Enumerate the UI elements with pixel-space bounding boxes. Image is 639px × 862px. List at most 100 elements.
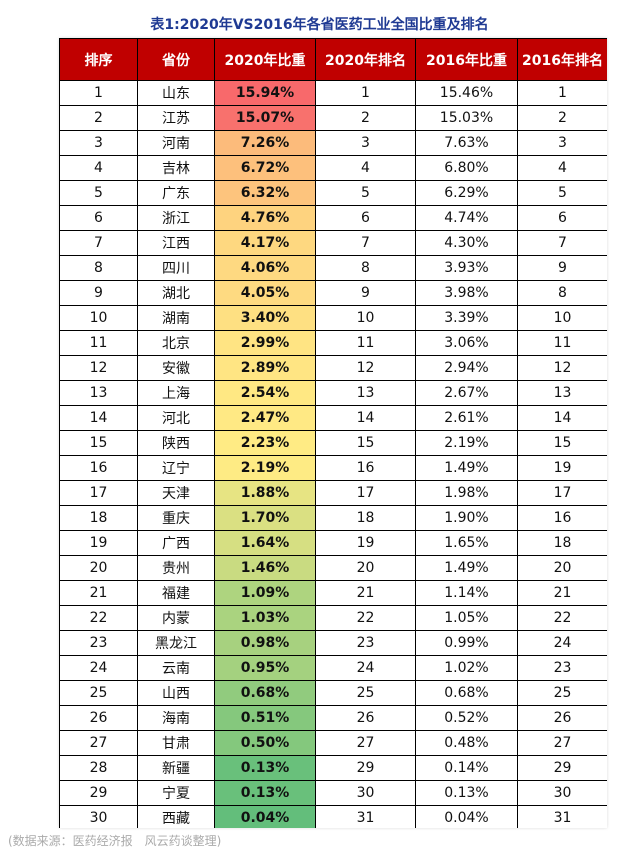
cell-rank-2020: 13	[315, 380, 416, 406]
cell-rank-2016: 29	[517, 755, 607, 781]
table-row: 26 海南 0.51% 26 0.52% 26	[59, 705, 607, 731]
cell-share-2020: 2.19%	[214, 455, 316, 481]
cell-share-2016: 3.39%	[415, 305, 518, 331]
cell-province: 河北	[137, 405, 215, 431]
table-row: 18 重庆 1.70% 18 1.90% 16	[59, 505, 607, 531]
cell-province: 宁夏	[137, 780, 215, 806]
cell-rank: 15	[59, 430, 138, 456]
cell-rank: 12	[59, 355, 138, 381]
cell-rank-2016: 15	[517, 430, 607, 456]
table-row: 1 山东 15.94% 1 15.46% 1	[59, 80, 607, 106]
table-row: 16 辽宁 2.19% 16 1.49% 19	[59, 455, 607, 481]
header-2016-rank: 2016年排名	[517, 38, 607, 81]
cell-share-2020: 6.72%	[214, 155, 316, 181]
table-row: 13 上海 2.54% 13 2.67% 13	[59, 380, 607, 406]
cell-share-2016: 0.48%	[415, 730, 518, 756]
cell-province: 重庆	[137, 505, 215, 531]
cell-share-2016: 7.63%	[415, 130, 518, 156]
cell-rank: 6	[59, 205, 138, 231]
cell-share-2020: 1.03%	[214, 605, 316, 631]
cell-share-2016: 6.29%	[415, 180, 518, 206]
cell-share-2016: 1.05%	[415, 605, 518, 631]
table-row: 12 安徽 2.89% 12 2.94% 12	[59, 355, 607, 381]
table-row: 5 广东 6.32% 5 6.29% 5	[59, 180, 607, 206]
cell-share-2020: 2.89%	[214, 355, 316, 381]
cell-rank-2016: 27	[517, 730, 607, 756]
cell-province: 北京	[137, 330, 215, 356]
cell-share-2016: 0.14%	[415, 755, 518, 781]
cell-share-2016: 1.14%	[415, 580, 518, 606]
cell-rank-2016: 17	[517, 480, 607, 506]
cell-rank: 19	[59, 530, 138, 556]
cell-province: 山东	[137, 80, 215, 106]
cell-rank-2020: 29	[315, 755, 416, 781]
cell-share-2020: 2.54%	[214, 380, 316, 406]
cell-share-2016: 0.13%	[415, 780, 518, 806]
cell-rank-2016: 16	[517, 505, 607, 531]
table-row: 25 山西 0.68% 25 0.68% 25	[59, 680, 607, 706]
cell-province: 西藏	[137, 805, 215, 828]
cell-rank-2020: 4	[315, 155, 416, 181]
table-title: 表1:2020年VS2016年各省医药工业全国比重及排名	[150, 17, 489, 33]
cell-rank-2020: 30	[315, 780, 416, 806]
cell-share-2020: 0.13%	[214, 755, 316, 781]
cell-rank: 27	[59, 730, 138, 756]
cell-rank: 4	[59, 155, 138, 181]
cell-rank-2016: 13	[517, 380, 607, 406]
cell-rank-2020: 9	[315, 280, 416, 306]
cell-rank: 1	[59, 80, 138, 106]
cell-rank-2020: 26	[315, 705, 416, 731]
cell-rank-2020: 1	[315, 80, 416, 106]
cell-rank-2020: 10	[315, 305, 416, 331]
table-row: 30 西藏 0.04% 31 0.04% 31	[59, 805, 607, 828]
cell-share-2020: 0.04%	[214, 805, 316, 828]
table-row: 7 江西 4.17% 7 4.30% 7	[59, 230, 607, 256]
cell-rank-2016: 2	[517, 105, 607, 131]
header-row: 排序 省份 2020年比重 2020年排名 2016年比重 2016年排名	[59, 38, 607, 81]
cell-share-2016: 2.94%	[415, 355, 518, 381]
cell-rank-2020: 7	[315, 230, 416, 256]
cell-share-2020: 0.95%	[214, 655, 316, 681]
cell-rank-2016: 9	[517, 255, 607, 281]
cell-rank-2016: 20	[517, 555, 607, 581]
cell-share-2020: 0.68%	[214, 680, 316, 706]
cell-rank-2020: 27	[315, 730, 416, 756]
cell-province: 江西	[137, 230, 215, 256]
cell-rank-2016: 19	[517, 455, 607, 481]
cell-rank: 29	[59, 780, 138, 806]
cell-rank-2016: 8	[517, 280, 607, 306]
cell-share-2016: 3.93%	[415, 255, 518, 281]
cell-rank-2020: 5	[315, 180, 416, 206]
cell-share-2020: 3.40%	[214, 305, 316, 331]
cell-rank: 25	[59, 680, 138, 706]
cell-share-2020: 0.50%	[214, 730, 316, 756]
cell-share-2016: 0.04%	[415, 805, 518, 828]
cell-rank: 5	[59, 180, 138, 206]
cell-share-2016: 15.46%	[415, 80, 518, 106]
cell-rank-2016: 6	[517, 205, 607, 231]
cell-rank: 28	[59, 755, 138, 781]
cell-rank: 14	[59, 405, 138, 431]
cell-rank-2016: 24	[517, 630, 607, 656]
cell-province: 天津	[137, 480, 215, 506]
cell-share-2020: 15.94%	[214, 80, 316, 106]
table-row: 9 湖北 4.05% 9 3.98% 8	[59, 280, 607, 306]
header-rank: 排序	[59, 38, 138, 81]
cell-province: 山西	[137, 680, 215, 706]
cell-rank-2020: 19	[315, 530, 416, 556]
cell-rank-2016: 22	[517, 605, 607, 631]
cell-share-2020: 2.23%	[214, 430, 316, 456]
cell-rank-2016: 14	[517, 405, 607, 431]
cell-share-2020: 4.17%	[214, 230, 316, 256]
cell-rank-2020: 12	[315, 355, 416, 381]
cell-share-2020: 1.88%	[214, 480, 316, 506]
cell-share-2016: 3.06%	[415, 330, 518, 356]
cell-rank-2016: 4	[517, 155, 607, 181]
cell-rank-2020: 14	[315, 405, 416, 431]
cell-rank-2020: 15	[315, 430, 416, 456]
cell-rank: 10	[59, 305, 138, 331]
cell-rank: 30	[59, 805, 138, 828]
cell-share-2016: 1.98%	[415, 480, 518, 506]
